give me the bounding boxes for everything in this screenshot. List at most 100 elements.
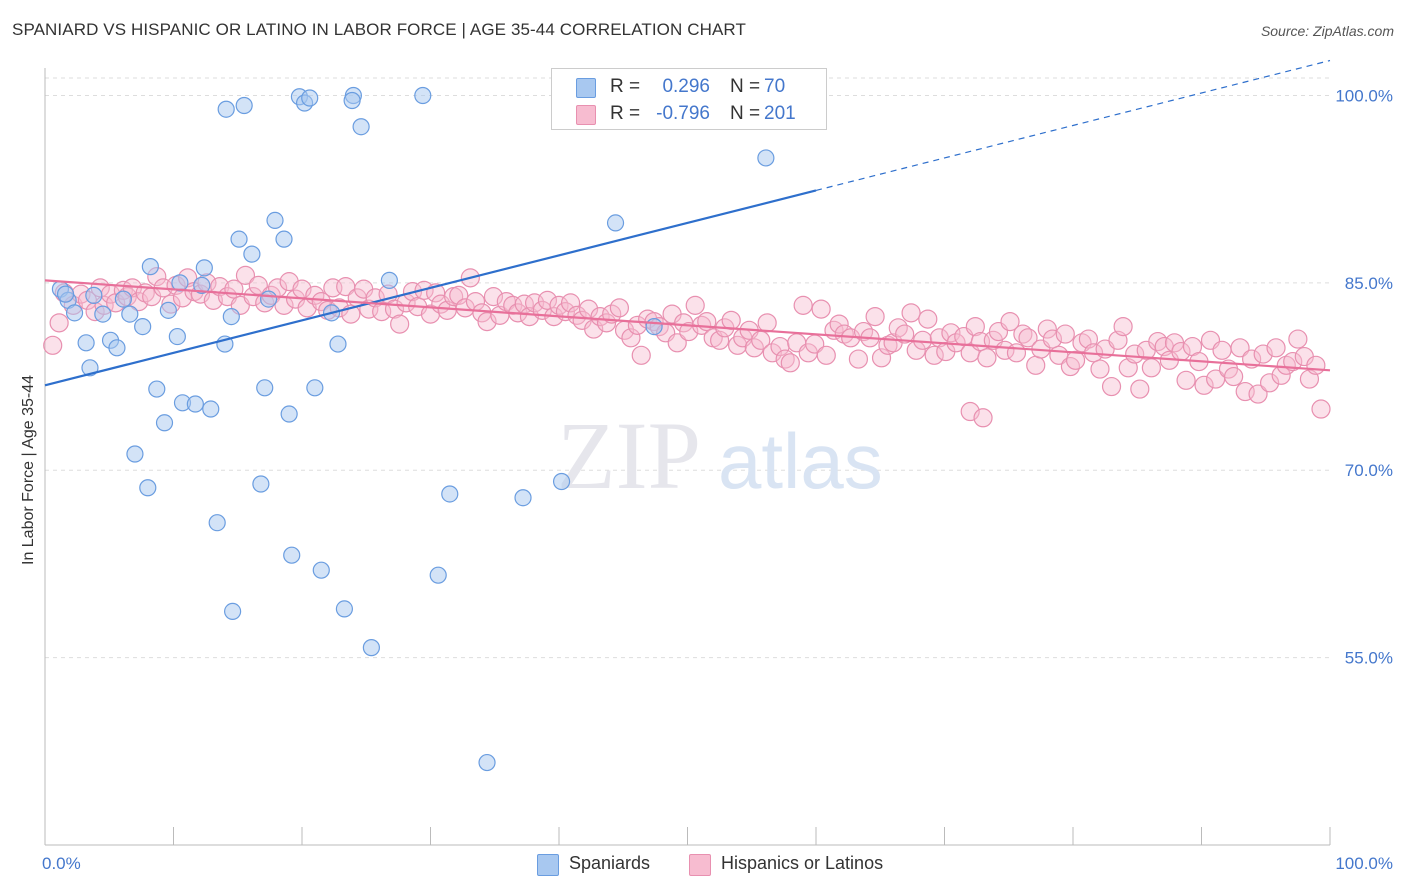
spaniard-point [235, 96, 253, 115]
legend-series: Spaniards Hispanics or Latinos [0, 852, 1406, 878]
spaniard-point [259, 290, 278, 308]
spaniard-point [252, 475, 270, 493]
hispanic-point [235, 265, 256, 285]
hispanic-point [816, 345, 836, 365]
chart-source: Source: ZipAtlas.com [1260, 23, 1394, 39]
hispanic-point [775, 349, 795, 369]
spaniards-points [51, 86, 812, 772]
hispanic-point [924, 345, 944, 365]
hispanic-point [1266, 338, 1286, 358]
legend-row-hispanics: R = -0.796 N = 201 [552, 101, 826, 127]
hispanic-point [621, 328, 641, 348]
hispanic-point [1212, 340, 1232, 360]
hispanic-point [1248, 384, 1268, 404]
spaniard-point [77, 334, 95, 352]
spaniard-point [108, 339, 126, 357]
legend-n-label: N = [730, 103, 761, 124]
hispanic-point [757, 313, 777, 333]
hispanic-point [1125, 344, 1145, 364]
spaniard-point [222, 307, 240, 326]
spaniard-point [202, 400, 220, 418]
spaniard-point [217, 100, 235, 118]
hispanic-point [609, 298, 629, 318]
legend-swatch-blue [576, 78, 596, 98]
spaniard-point [230, 230, 248, 248]
y-axis-label: In Labor Force | Age 35-44 [20, 374, 37, 565]
legend-r-value: 0.296 [662, 76, 710, 97]
hispanic-point [1042, 329, 1063, 349]
hispanic-point [1306, 355, 1326, 375]
spaniard-point [757, 149, 775, 167]
hispanic-point [710, 330, 730, 350]
hispanic-point [1283, 351, 1303, 372]
spaniard-point [306, 379, 324, 397]
hispanic-point [871, 348, 892, 368]
spaniard-point [121, 305, 139, 323]
hispanic-point [685, 295, 705, 315]
legend-n-value: 201 [764, 103, 796, 124]
legend-swatch-blue [537, 854, 559, 876]
spaniard-point [168, 327, 186, 346]
hispanic-point [602, 304, 622, 324]
legend-label-hispanics: Hispanics or Latinos [721, 853, 884, 873]
hispanic-point [1037, 319, 1057, 339]
spaniard-point [114, 290, 132, 308]
legend-swatch-pink [576, 105, 596, 125]
hispanic-point [829, 314, 849, 334]
tick-labels: 55.0% 70.0% 85.0% 100.0% 0.0% 100.0% [42, 86, 1393, 873]
hispanic-point [1006, 343, 1027, 363]
hispanic-point [1113, 316, 1133, 337]
spaniards-trend-line [44, 189, 817, 387]
spaniard-point [94, 305, 112, 323]
watermark-atlas: atlas [718, 417, 883, 505]
x-tick-label: 100.0% [1335, 854, 1393, 873]
spaniard-point [362, 639, 380, 657]
spaniard-point [256, 379, 274, 397]
spaniard-point [645, 317, 663, 336]
hispanics-trend-line [44, 279, 1331, 372]
legend-row-spaniards: R = 0.296 N = 70 [552, 74, 826, 100]
spaniard-point [275, 230, 293, 248]
hispanic-point [1101, 376, 1122, 397]
hispanic-point [1130, 379, 1150, 399]
spaniard-point [283, 546, 301, 564]
y-tick-label: 55.0% [1345, 649, 1393, 668]
y-tick-label: 70.0% [1345, 461, 1393, 480]
spaniard-point [155, 414, 174, 432]
hispanic-point [973, 408, 993, 428]
spaniard-point [606, 214, 625, 232]
chart-title: SPANIARD VS HISPANIC OR LATINO IN LABOR … [12, 20, 746, 39]
hispanic-point [560, 293, 581, 313]
hispanic-point [811, 299, 831, 319]
spaniard-point [85, 286, 103, 304]
spaniard-point [141, 258, 159, 276]
hispanic-point [895, 324, 915, 344]
hispanic-point [878, 335, 898, 355]
hispanic-point [631, 345, 651, 365]
hispanic-point [667, 333, 687, 353]
y-tick-label: 85.0% [1345, 274, 1393, 293]
hispanic-point [901, 303, 921, 323]
hispanic-point [1260, 373, 1280, 393]
hispanic-point [941, 323, 961, 343]
legend-n-value: 70 [764, 76, 786, 97]
hispanic-point [1026, 355, 1046, 375]
hispanic-point [449, 285, 469, 305]
spaniard-point [280, 405, 298, 423]
spaniard-point [65, 304, 84, 322]
hispanic-point [977, 348, 997, 368]
spaniard-point [343, 91, 361, 110]
spaniard-point [243, 245, 261, 263]
spaniards-trend-extension [815, 59, 1331, 192]
hispanic-point [483, 287, 504, 307]
hispanic-point [1065, 350, 1086, 370]
spaniard-point [301, 89, 319, 107]
spaniard-point [193, 276, 211, 294]
legend-r-label: R = [610, 76, 641, 97]
hispanic-point [1000, 311, 1020, 332]
spaniard-point [352, 118, 370, 136]
hispanic-point [965, 316, 985, 337]
spaniard-point [478, 753, 496, 772]
spaniard-point [126, 445, 144, 463]
spaniard-point [208, 514, 226, 532]
